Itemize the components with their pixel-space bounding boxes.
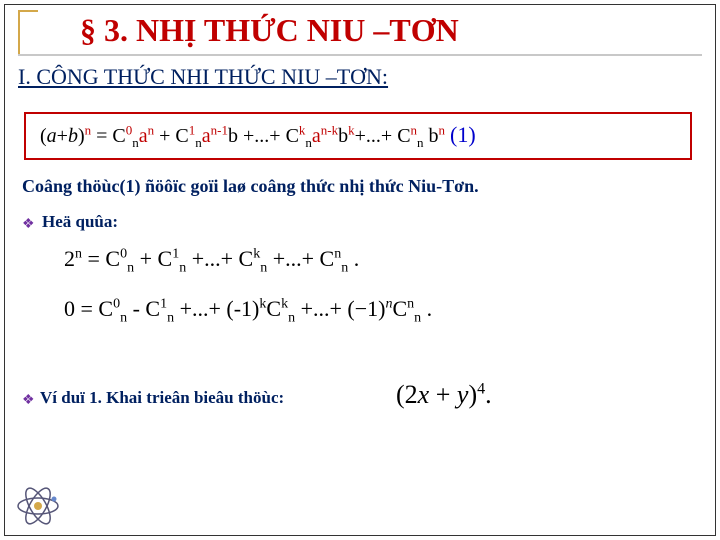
formula-note: Coâng thöùc(1) ñöôïc goïi laø coâng thức… <box>22 176 479 197</box>
f2-lhs: 2 <box>64 246 75 271</box>
title-underline <box>18 54 702 56</box>
f1-tkb: b <box>338 125 348 147</box>
f2-pe: +...+ C <box>267 246 334 271</box>
f1-tnsub: n <box>417 135 424 150</box>
f1-b: b <box>68 125 78 147</box>
f1-tkae: n-k <box>321 122 338 137</box>
f4-plus: + <box>429 380 457 409</box>
f1-eq: = <box>91 125 112 147</box>
f1-t2a: a <box>202 125 211 147</box>
f4-open: (2 <box>396 380 418 409</box>
f3-pd: +...+ (-1) <box>174 296 259 321</box>
f1-t2ae: n-1 <box>211 122 228 137</box>
f4-y: y <box>457 380 469 409</box>
f1-open: ( <box>40 125 47 147</box>
binomial-formula: (a+b)n = C0nan + C1nan-1b +...+ Cknan-kb… <box>40 122 476 151</box>
f2-eq: = C <box>82 246 120 271</box>
consequence-label: Heä quûa: <box>42 212 118 232</box>
f4-exp: 4 <box>477 380 485 397</box>
main-title: § 3. NHỊ THỨC NIU –TƠN <box>80 12 459 49</box>
consequence-formula-2: 0 = C0n - C1n +...+ (-1)kCkn +...+ (−1)n… <box>64 296 432 326</box>
f1-tkc: C <box>286 125 299 147</box>
f3-m1: - C <box>127 296 160 321</box>
f4-close: ) <box>468 380 477 409</box>
f3-pe: +...+ (−1) <box>295 296 385 321</box>
diamond-bullet-icon: ❖ <box>22 392 35 409</box>
f2-pd: +...+ C <box>186 246 253 271</box>
consequence-formula-1: 2n = C0n + C1n +...+ Ckn +...+ Cnn . <box>64 246 359 276</box>
f4-dot: . <box>485 380 492 409</box>
binomial-formula-box: (a+b)n = C0nan + C1nan-1b +...+ Cknan-kb… <box>24 112 692 160</box>
f2-lexp: n <box>75 247 82 262</box>
f4-x: x <box>418 380 430 409</box>
f3-cn: C <box>392 296 407 321</box>
f1-t1c: C <box>112 125 125 147</box>
f1-plus: + <box>57 125 68 147</box>
f1-a: a <box>47 125 57 147</box>
example-label: Ví duï 1. Khai trieân bieâu thöùc: <box>40 388 284 408</box>
example-expression: (2x + y)4. <box>396 380 492 410</box>
section-heading: I. CÔNG THỨC NHI THỨC NIU –TƠN: <box>18 64 388 90</box>
f1-tnc: C <box>397 125 410 147</box>
f3-ck: C <box>266 296 281 321</box>
f3-dot: . <box>421 296 432 321</box>
f1-pd: +...+ <box>355 125 398 147</box>
f2-p1: + C <box>134 246 172 271</box>
title-corner-decoration <box>18 10 38 56</box>
f1-tnb: b <box>429 125 439 147</box>
f1-tag: (1) <box>450 122 476 147</box>
atom-icon <box>14 482 62 530</box>
f1-t1a: a <box>139 125 148 147</box>
f1-tka: a <box>312 125 321 147</box>
f1-close: ) <box>78 125 85 147</box>
f1-p1: + <box>154 125 175 147</box>
f1-t2b: b +...+ <box>228 125 286 147</box>
diamond-bullet-icon: ❖ <box>22 216 35 233</box>
f2-dot: . <box>348 246 359 271</box>
f1-t2c: C <box>175 125 188 147</box>
f3-lhs: 0 = C <box>64 296 113 321</box>
